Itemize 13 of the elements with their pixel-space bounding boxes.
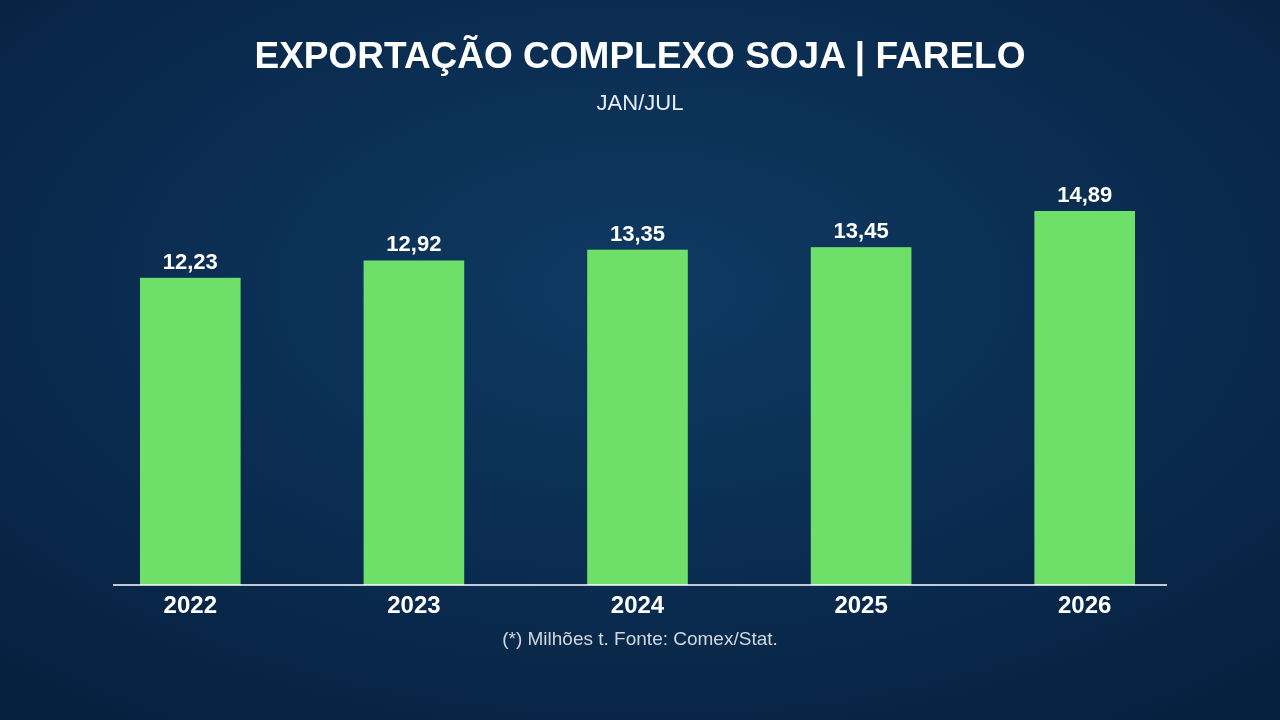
chart-title: EXPORTAÇÃO COMPLEXO SOJA | FARELO — [254, 34, 1026, 77]
x-tick-label: 2023 — [387, 591, 441, 618]
data-label: 12,92 — [386, 231, 442, 257]
chart-subtitle: JAN/JUL — [596, 90, 684, 115]
data-label: 14,89 — [1057, 182, 1113, 207]
data-label: 12,23 — [162, 248, 218, 274]
x-tick-label: 2026 — [1058, 591, 1112, 618]
data-label: 13,45 — [833, 218, 889, 244]
x-tick-label: 2024 — [610, 591, 665, 618]
data-label: 13,35 — [609, 220, 666, 246]
x-tick-label: 2025 — [834, 591, 888, 618]
text: (*) Milhões t. Fonte: Comex/Stat. — [502, 628, 778, 649]
x-tick-label: 2022 — [163, 591, 217, 618]
